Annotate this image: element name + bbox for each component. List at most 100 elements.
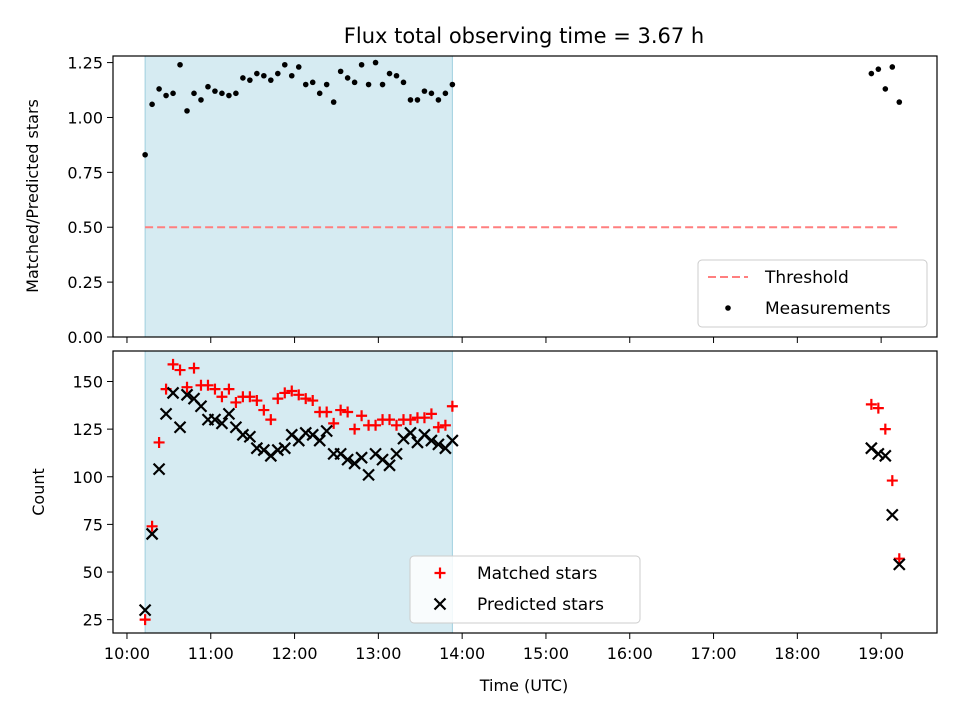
x-tick-label: 15:00 (523, 644, 569, 663)
top-series-0-point (875, 66, 882, 72)
bottom-legend-label: Predicted stars (477, 595, 604, 615)
top-series-0-point (219, 90, 225, 97)
bottom-series-1-point (432, 438, 445, 451)
bottom-series-1-point (152, 462, 166, 476)
top-series-0-point (184, 108, 190, 114)
bottom-series-0-point (425, 408, 437, 420)
bottom-series-1-point (194, 399, 208, 413)
top-series-0-point (163, 92, 169, 99)
top-series-0-point (435, 97, 442, 103)
top-y-axis-label: Matched/Predicted stars (23, 99, 42, 293)
bottom-legend (409, 555, 641, 624)
bottom-series-1-point (886, 508, 899, 522)
top-legend-swatch (725, 305, 731, 311)
bottom-legend-label: Matched stars (477, 564, 597, 584)
top-series-0-point (261, 72, 267, 79)
bottom-series-0-point (356, 410, 368, 422)
bottom-series-0-point (251, 395, 263, 407)
bottom-series-0-point (216, 391, 228, 403)
bottom-series-1-point (208, 413, 222, 426)
bottom-series-1-point (879, 449, 892, 463)
top-series-0-point (421, 88, 428, 94)
top-series-0-point (449, 81, 456, 88)
top-series-0-point (896, 99, 903, 105)
bottom-series-0-point (153, 436, 165, 448)
top-y-tick-label: 0.25 (67, 273, 103, 292)
bottom-y-tick-label: 100 (72, 468, 103, 487)
bottom-series-0-point (209, 383, 221, 395)
top-series-0-point (407, 97, 414, 103)
bottom-series-0-point (202, 379, 214, 391)
bottom-y-tick-label: 125 (72, 420, 103, 439)
top-series-0-point (191, 90, 197, 97)
bottom-series-0-point (872, 402, 884, 414)
bottom-series-0-point (432, 421, 444, 433)
x-tick-label: 10:00 (104, 644, 150, 663)
bottom-series-1-point (299, 426, 313, 440)
bottom-series-0-point (893, 553, 905, 565)
top-series-0-point (337, 68, 344, 75)
bottom-series-1-point (341, 453, 354, 466)
top-series-0-point (868, 70, 875, 77)
top-series-0-point (889, 64, 896, 70)
chart-title: Flux total observing time = 3.67 h (344, 24, 704, 48)
x-tick-label: 14:00 (439, 644, 485, 663)
top-series-0-point (365, 81, 372, 88)
top-series-0-point (386, 70, 393, 77)
top-y-tick-label: 0.50 (67, 218, 103, 237)
bottom-series-1-point (215, 417, 229, 430)
top-series-0-point (882, 86, 889, 92)
bottom-series-1-point (159, 407, 173, 421)
top-series-0-point (379, 81, 386, 88)
bottom-y-axis-label: Count (29, 468, 48, 516)
top-observing-span (144, 55, 453, 338)
top-y-tick-label: 0.75 (67, 163, 103, 182)
bottom-y-tick-label: 150 (72, 372, 103, 391)
bottom-series-0-point (139, 614, 151, 626)
top-series-0-point (302, 81, 309, 88)
bottom-series-0-point (439, 419, 451, 431)
top-y-tick-label: 1.00 (67, 108, 103, 127)
bottom-series-0-point (335, 404, 347, 416)
bottom-series-1-point (173, 420, 187, 434)
bottom-series-0-point (146, 520, 158, 532)
bottom-series-0-point (188, 362, 200, 374)
top-legend (697, 259, 928, 328)
bottom-series-1-point (893, 558, 906, 571)
top-series-0-point (295, 64, 302, 70)
bottom-series-1-point (446, 434, 459, 447)
top-series-0-point (281, 61, 288, 68)
bottom-series-0-point (230, 396, 242, 408)
bottom-series-1-point (425, 434, 438, 447)
bottom-y-tick-label: 25 (83, 611, 103, 630)
top-series-0-point (309, 79, 316, 86)
bottom-series-1-point (138, 603, 152, 617)
bottom-series-0-point (279, 387, 291, 399)
top-series-0-point (330, 99, 337, 105)
top-series-0-point (212, 88, 218, 94)
bottom-series-0-point (879, 423, 891, 435)
top-series-0-point (198, 97, 204, 103)
top-series-0-point (414, 97, 421, 103)
bottom-series-0-point (307, 395, 319, 407)
bottom-series-1-point (222, 407, 236, 421)
bottom-series-1-point (355, 451, 368, 464)
bottom-series-1-point (180, 388, 194, 402)
x-tick-label: 12:00 (272, 644, 318, 663)
top-series-0-point (268, 77, 274, 83)
bottom-series-1-point (243, 430, 257, 444)
bottom-series-0-point (272, 393, 284, 405)
top-axes-frame (112, 55, 938, 338)
bottom-series-1-point (278, 441, 292, 455)
top-series-0-point (442, 90, 449, 97)
top-series-0-point (205, 83, 211, 90)
top-series-0-point (156, 86, 162, 92)
x-tick-label: 16:00 (607, 644, 653, 663)
bottom-series-0-point (258, 404, 270, 416)
top-legend-label: Measurements (765, 299, 891, 319)
bottom-series-0-point (446, 400, 458, 412)
bottom-series-1-point (320, 424, 333, 438)
x-tick-label: 17:00 (690, 644, 736, 663)
bottom-series-0-point (391, 419, 403, 431)
x-tick-label: 19:00 (858, 644, 904, 663)
